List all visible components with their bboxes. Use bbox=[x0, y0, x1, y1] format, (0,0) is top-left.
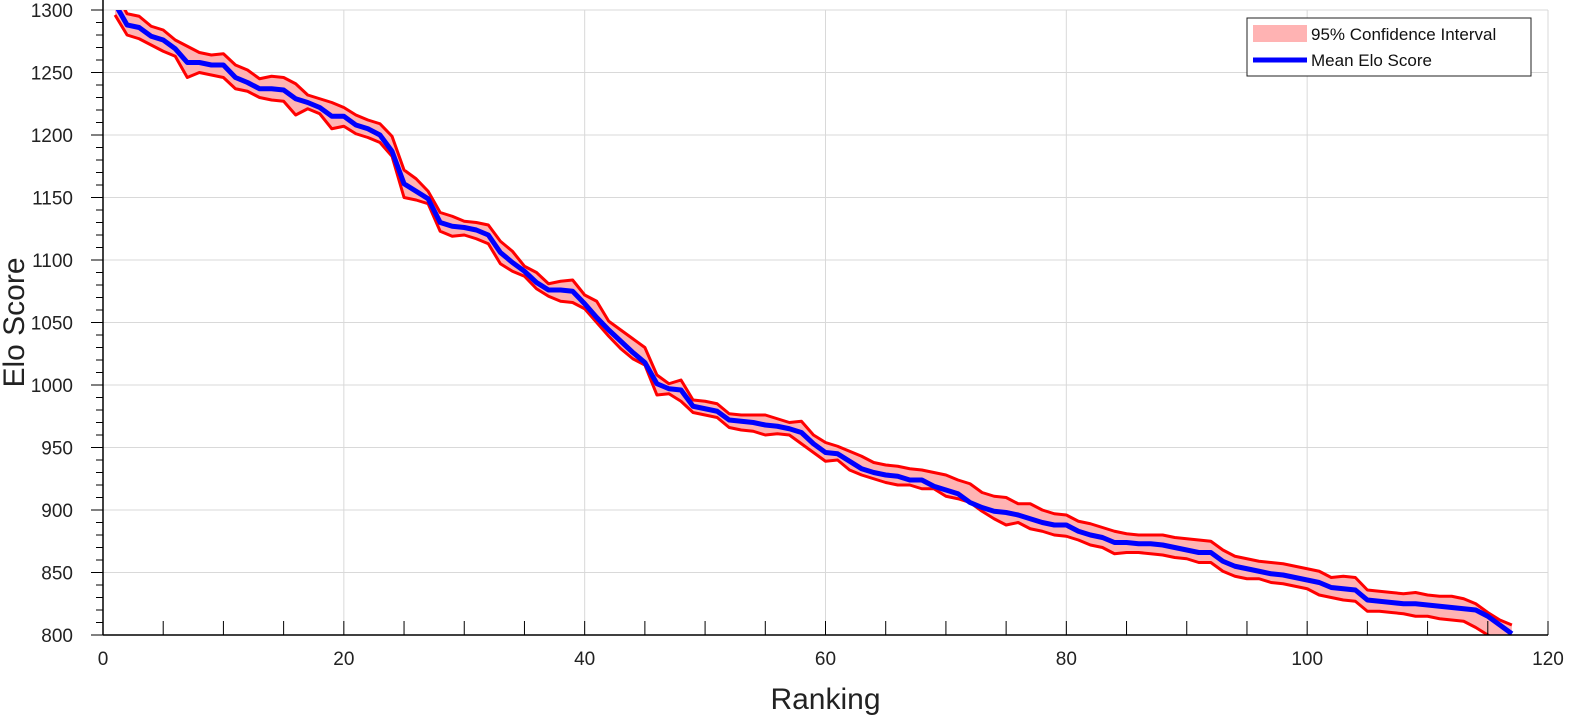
plot-area bbox=[113, 10, 1514, 635]
y-tick-label: 950 bbox=[41, 439, 73, 460]
y-tick-label: 800 bbox=[41, 626, 73, 647]
y-tick-label: 1250 bbox=[31, 64, 73, 85]
y-tick-label: 1150 bbox=[32, 189, 73, 210]
y-tick-label: 1200 bbox=[31, 126, 73, 147]
mean-line bbox=[115, 10, 1514, 635]
x-tick-label: 80 bbox=[1056, 649, 1077, 670]
legend-swatch-ci bbox=[1253, 25, 1307, 42]
y-tick-label: 850 bbox=[41, 564, 73, 585]
x-tick-label: 40 bbox=[574, 649, 595, 670]
y-tick-label: 1300 bbox=[31, 1, 73, 22]
x-tick-label: 0 bbox=[98, 649, 109, 670]
y-tick-label: 1050 bbox=[31, 314, 73, 335]
y-tick-label: 1100 bbox=[32, 251, 73, 272]
legend: 95% Confidence Interval Mean Elo Score bbox=[1246, 17, 1532, 77]
ci-band bbox=[115, 10, 1512, 635]
ci-upper-line bbox=[123, 10, 1513, 627]
x-tick-label: 60 bbox=[815, 649, 836, 670]
x-tick-label: 120 bbox=[1532, 649, 1564, 670]
legend-label-ci: 95% Confidence Interval bbox=[1311, 25, 1496, 44]
x-tick-label: 100 bbox=[1291, 649, 1323, 670]
x-tick-label: 20 bbox=[333, 649, 354, 670]
ci-lower-line bbox=[113, 14, 1492, 635]
axes: 8008509009501000105011001150120012501300… bbox=[31, 0, 1564, 670]
y-tick-label: 1000 bbox=[31, 376, 73, 397]
x-axis-title: Ranking bbox=[770, 683, 880, 716]
y-tick-label: 900 bbox=[41, 501, 73, 522]
legend-label-mean: Mean Elo Score bbox=[1311, 51, 1432, 70]
y-axis-title: Elo Score bbox=[0, 257, 31, 387]
